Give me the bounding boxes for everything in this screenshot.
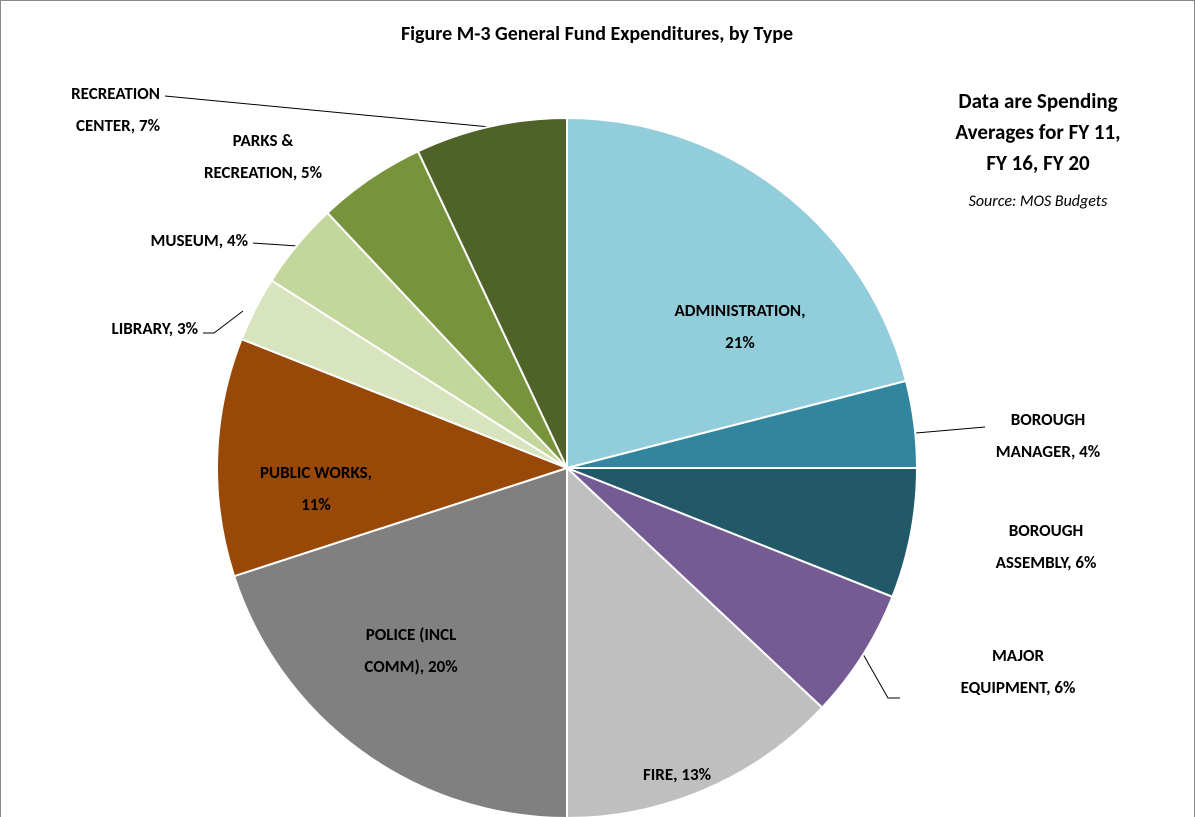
data-label-line: BOROUGH bbox=[1009, 520, 1084, 541]
data-label: ADMINISTRATION, 21% bbox=[675, 300, 806, 353]
pie-slice bbox=[232, 466, 568, 817]
data-label-line: EQUIPMENT, 6% bbox=[961, 677, 1076, 698]
source-note: Source: MOS Budgets bbox=[969, 192, 1109, 211]
data-label-line: RECREATION bbox=[71, 83, 160, 104]
leader-line bbox=[203, 310, 244, 334]
data-label-line: 11% bbox=[301, 494, 331, 515]
leader-line bbox=[252, 242, 299, 247]
data-label-line: PUBLIC WORKS, bbox=[260, 462, 372, 483]
data-label: POLICE (INCL COMM), 20% bbox=[364, 624, 457, 677]
data-label: PUBLIC WORKS, 11% bbox=[260, 462, 372, 515]
pie bbox=[216, 116, 919, 817]
data-label-line: RECREATION, 5% bbox=[204, 162, 322, 183]
data-label-line: CENTER, 7% bbox=[76, 115, 160, 136]
data-label: LIBRARY, 3% bbox=[112, 318, 198, 339]
chart-title: Figure M-3 General Fund Expenditures, by… bbox=[401, 22, 793, 46]
pie-slice bbox=[416, 116, 568, 469]
annotation-line: Data are Spending bbox=[958, 88, 1117, 114]
data-label: MUSEUM, 4% bbox=[151, 230, 248, 251]
data-label-line: MUSEUM, 4% bbox=[151, 230, 248, 251]
annotation-line: FY 16, FY 20 bbox=[986, 150, 1090, 176]
data-label-line: FIRE, 13% bbox=[643, 764, 711, 785]
annotation-line: Averages for FY 11, bbox=[955, 119, 1120, 145]
pie-slice bbox=[566, 467, 919, 599]
data-label: BOROUGH MANAGER, 4% bbox=[996, 409, 1100, 462]
data-label-line: 21% bbox=[725, 332, 755, 353]
data-label-line: ADMINISTRATION, bbox=[675, 300, 806, 321]
leader-line bbox=[915, 426, 986, 434]
data-label-line: POLICE (INCL bbox=[366, 624, 457, 645]
data-label-line: LIBRARY, 3% bbox=[112, 318, 198, 339]
leader-line bbox=[854, 639, 900, 699]
data-label: FIRE, 13% bbox=[643, 764, 711, 785]
pie-slice bbox=[216, 337, 570, 578]
data-label: RECREATION CENTER, 7% bbox=[71, 83, 160, 136]
data-label: BOROUGH ASSEMBLY, 6% bbox=[996, 520, 1097, 573]
data-label-line: PARKS & bbox=[233, 130, 295, 151]
data-label-line: BOROUGH bbox=[1011, 409, 1086, 430]
data-label-line: COMM), 20% bbox=[364, 656, 457, 677]
data-label: MAJOR EQUIPMENT, 6% bbox=[961, 645, 1076, 698]
leader-line bbox=[164, 95, 491, 128]
data-label: PARKS & RECREATION, 5% bbox=[204, 130, 322, 183]
data-label-line: ASSEMBLY, 6% bbox=[996, 552, 1097, 573]
data-label-line: MANAGER, 4% bbox=[996, 441, 1100, 462]
annotation: Data are Spending Averages for FY 11, FY 1… bbox=[955, 88, 1120, 176]
data-label-line: MAJOR bbox=[992, 645, 1045, 666]
pie-slice bbox=[566, 116, 908, 470]
pie-slice bbox=[566, 467, 894, 710]
